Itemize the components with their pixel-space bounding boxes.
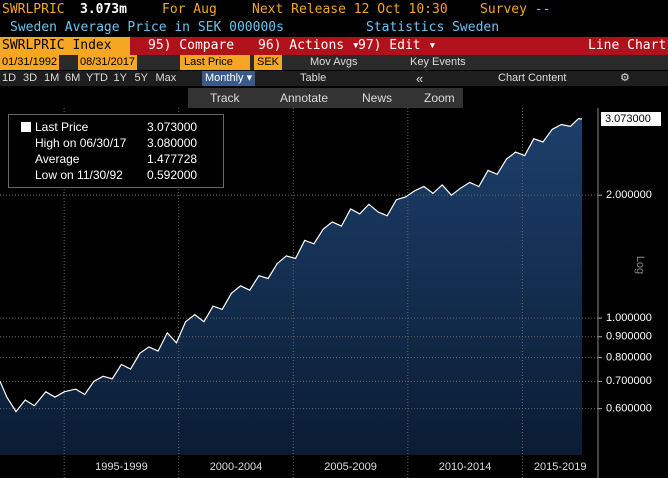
legend-label: Last Price [35,120,89,134]
legend-label: High on 06/30/17 [35,136,127,150]
menu-item[interactable]: 95) Compare [148,38,235,53]
price-line [0,117,583,413]
description: Sweden Average Price in SEK 000000s [10,20,284,35]
x-tick-label: 2000-2004 [210,461,263,473]
period-bar: Monthly ▾ Table « Chart Content ⚙ 1D 3D 1M… [0,71,668,86]
table-button[interactable]: Table [300,72,327,84]
legend-swatch [21,122,31,132]
title-bar: SWRLPRIC 3.073m For Aug Next Release 12 … [0,0,668,20]
period-button[interactable]: 1M [44,72,60,84]
tool-button[interactable]: Track [210,91,240,105]
key-events[interactable]: Key Events [410,56,466,68]
price: 3.073m [80,2,127,17]
period-button[interactable]: 6M [65,72,81,84]
y-tick-label: 0.600000 [606,403,652,415]
mov-avgs[interactable]: Mov Avgs [310,56,358,68]
x-tick-label: 2010-2014 [439,461,492,473]
area [0,118,582,455]
last-price-box [601,112,661,127]
legend-label: Average [35,152,80,166]
legend-value: 3.073000 [147,120,198,134]
legend-label: Low on 11/30/92 [35,168,123,182]
y-tick-label: 2.000000 [606,189,652,201]
legend-value: 1.477728 [147,152,198,166]
security[interactable]: SWRLPRIC Index [0,37,130,55]
y-tick-label: 0.700000 [606,375,652,387]
collapse-button[interactable]: « [416,71,424,86]
y-tick-label: 0.900000 [606,331,652,343]
period-button[interactable]: YTD [86,72,108,84]
y-tick-label: 0.800000 [606,352,652,364]
menu-bar: SWRLPRIC Index 95) Compare 96) Actions ▾… [0,37,668,55]
menu-item[interactable]: 96) Actions ▾ [258,38,360,53]
release: Next Release 12 Oct 10:30 [252,2,448,17]
chart-content[interactable]: Chart Content [498,72,567,84]
description-bar: Sweden Average Price in SEK 000000s Stat… [0,20,668,36]
x-tick-label: 2005-2009 [324,461,377,473]
start-date[interactable]: 01/31/1992 [0,55,60,70]
currency-select[interactable]: SEK [254,55,283,70]
survey: Survey -- [480,2,551,17]
scale-label: Log [634,256,646,274]
last-price-label: 3.073000 [605,113,651,125]
period-button[interactable]: 3D [23,72,38,84]
view-type: Line Chart [588,38,667,53]
date-bar: 01/31/1992 08/31/2017 Last Price SEK Mov… [0,55,668,70]
tool-button[interactable]: Zoom [424,91,455,105]
frequency[interactable]: Monthly ▾ [202,71,256,86]
tool-button[interactable]: News [362,91,393,105]
settings-icon[interactable]: ⚙ [620,72,630,84]
menu-item[interactable]: 97) Edit ▾ [358,38,437,53]
period-button[interactable]: 1D [2,72,17,84]
source: Statistics Sweden [366,20,500,35]
legend-value: 0.592000 [147,168,198,182]
period-button[interactable]: 1Y [113,72,127,84]
x-tick-label: 2015-2019 [534,461,587,473]
end-date[interactable]: 08/31/2017 [78,55,138,70]
tool-button[interactable]: Annotate [280,91,329,105]
ticker: SWRLPRIC [2,2,65,17]
toolbar: Track Annotate News Zoom [188,88,463,108]
period-button[interactable]: Max [155,72,177,84]
x-tick-label: 1995-1999 [95,461,148,473]
field-select[interactable]: Last Price [180,55,250,70]
period: For Aug [162,2,217,17]
period-button[interactable]: 5Y [134,72,148,84]
y-tick-label: 1.000000 [606,312,652,324]
legend-value: 3.080000 [147,136,198,150]
legend: Last Price 3.073000 High on 06/30/17 3.0800… [8,114,224,188]
